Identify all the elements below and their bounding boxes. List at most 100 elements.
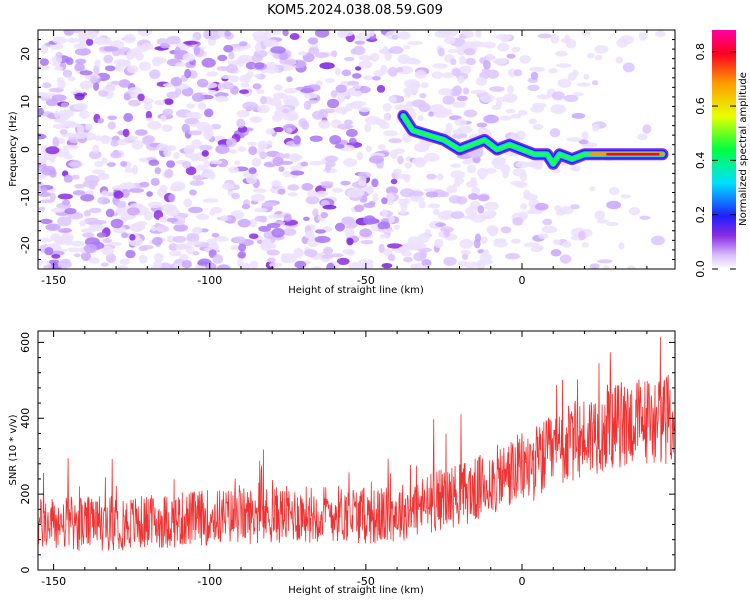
spectrogram-cell bbox=[592, 80, 599, 86]
spectrogram-cell bbox=[237, 258, 244, 268]
spectrogram-cell bbox=[237, 251, 246, 259]
spectrogram-cell bbox=[284, 153, 291, 159]
spectrogram-cell bbox=[205, 262, 217, 269]
spectrogram-cell bbox=[125, 249, 136, 259]
spectrogram-cell bbox=[217, 30, 226, 38]
spectrogram-cell bbox=[89, 207, 102, 214]
spectrogram-cell bbox=[410, 196, 425, 202]
snr-ylabel: SNR (10 * v/v) bbox=[8, 414, 19, 485]
spectrogram-cell bbox=[510, 238, 521, 244]
spectrogram-cell bbox=[454, 118, 467, 127]
spectrogram-cell bbox=[186, 232, 200, 243]
spectrogram-cell bbox=[57, 79, 66, 90]
spectrogram-cell bbox=[335, 84, 347, 94]
spectrogram-cell bbox=[184, 68, 192, 79]
spectrogram-cell bbox=[606, 200, 622, 210]
spectrogram-cell bbox=[124, 168, 136, 173]
spectrogram-cell bbox=[148, 159, 160, 166]
spectrogram-cell bbox=[314, 229, 326, 234]
spectrogram-cell bbox=[185, 166, 197, 176]
spectrogram-cell bbox=[346, 128, 358, 138]
spectrogram-cell bbox=[523, 242, 540, 248]
spectrogram-cell bbox=[395, 173, 411, 180]
spectrogram-cell bbox=[270, 46, 286, 54]
spectrogram-cell bbox=[49, 169, 57, 178]
spectrogram-cell bbox=[500, 164, 511, 174]
spectrogram-cell bbox=[156, 143, 169, 151]
spectrogram-cell bbox=[166, 35, 181, 45]
spectrogram-cell bbox=[138, 61, 152, 71]
spectrogram-cell bbox=[55, 51, 63, 59]
spectrogram-cell bbox=[246, 174, 258, 185]
spectrogram-cell bbox=[74, 184, 86, 189]
spectrogram-cell bbox=[356, 32, 371, 40]
spectrogram-cell bbox=[452, 101, 467, 108]
spectrogram-cell bbox=[45, 146, 60, 155]
spectrogram-cell bbox=[138, 246, 149, 252]
spectrogram-cell bbox=[236, 110, 250, 118]
spectrogram-cell bbox=[38, 107, 44, 116]
spectrogram-cell bbox=[365, 145, 373, 152]
spectrogram-cell bbox=[108, 242, 123, 246]
spectrogram-cell bbox=[476, 122, 488, 128]
spectrogram-cell bbox=[254, 43, 262, 53]
spectrogram-cell bbox=[40, 92, 56, 98]
spectrogram-cell bbox=[382, 103, 392, 112]
spectrogram-cell bbox=[247, 141, 258, 146]
spectrogram-cell bbox=[337, 93, 346, 103]
spectrogram-cell bbox=[92, 169, 106, 175]
spectrogram-cell bbox=[275, 102, 283, 109]
spectrogram-cell bbox=[97, 118, 104, 124]
spectrogram-cell bbox=[620, 194, 631, 199]
spectrogram-cell bbox=[101, 246, 114, 256]
spectrogram-cell bbox=[174, 88, 182, 96]
spectrogram-cell bbox=[106, 162, 116, 167]
spectrogram-cell bbox=[371, 178, 379, 188]
spectrogram-cell bbox=[156, 225, 170, 233]
spectrogram-cell bbox=[344, 227, 355, 238]
spectrogram-cell bbox=[164, 98, 174, 105]
spectrogram-cell bbox=[257, 140, 268, 150]
x-tick-label: 0 bbox=[518, 274, 525, 287]
spectrogram-cell bbox=[431, 71, 443, 79]
spectrogram-cell bbox=[128, 87, 142, 94]
spectrogram-cell bbox=[195, 164, 207, 171]
spectrogram-cell bbox=[334, 67, 341, 76]
spectrogram-cell bbox=[151, 236, 163, 246]
spectrogram-cell bbox=[202, 168, 214, 179]
spectrogram-cell bbox=[51, 207, 65, 213]
spectrogram-cell bbox=[199, 144, 213, 151]
spectrogram-cell bbox=[118, 79, 131, 88]
spectrogram-cell bbox=[387, 193, 395, 202]
spectrogram-cell bbox=[40, 44, 49, 54]
spectrogram-cell bbox=[220, 75, 234, 79]
spectrogram-cell bbox=[271, 180, 282, 187]
spectrogram-cell bbox=[252, 188, 267, 193]
spectrogram-cell bbox=[282, 58, 297, 66]
spectrogram-cell bbox=[119, 258, 131, 265]
spectrogram-cell bbox=[397, 246, 408, 254]
spectrogram-cell bbox=[354, 40, 366, 45]
spectrogram-cell bbox=[38, 192, 52, 197]
spectrogram-cell bbox=[457, 126, 473, 134]
spectrogram-cell bbox=[518, 211, 529, 220]
spectrogram-cell bbox=[318, 120, 331, 129]
spectrogram-cell bbox=[589, 186, 596, 192]
spectrogram-cell bbox=[139, 181, 150, 188]
spectrogram-cell bbox=[549, 128, 561, 138]
colorbar-tick-label: 0.4 bbox=[694, 152, 707, 170]
spectrogram-cell bbox=[372, 193, 379, 202]
spectrogram-cell bbox=[594, 210, 605, 220]
spectrogram-cell bbox=[437, 47, 445, 57]
spectrogram-cell bbox=[597, 259, 613, 264]
spectrogram-cell bbox=[417, 115, 424, 122]
spectrogram-cell bbox=[496, 100, 503, 107]
spectrogram-cell bbox=[476, 167, 489, 178]
spectrogram-cell bbox=[237, 146, 247, 152]
spectrogram-cell bbox=[337, 123, 352, 130]
spectrogram-cell bbox=[38, 155, 48, 165]
spectrogram-cell bbox=[48, 87, 64, 93]
spectrogram-cell bbox=[219, 215, 229, 222]
spectrogram-cell bbox=[365, 185, 374, 195]
y-tick-label: 200 bbox=[19, 484, 32, 505]
